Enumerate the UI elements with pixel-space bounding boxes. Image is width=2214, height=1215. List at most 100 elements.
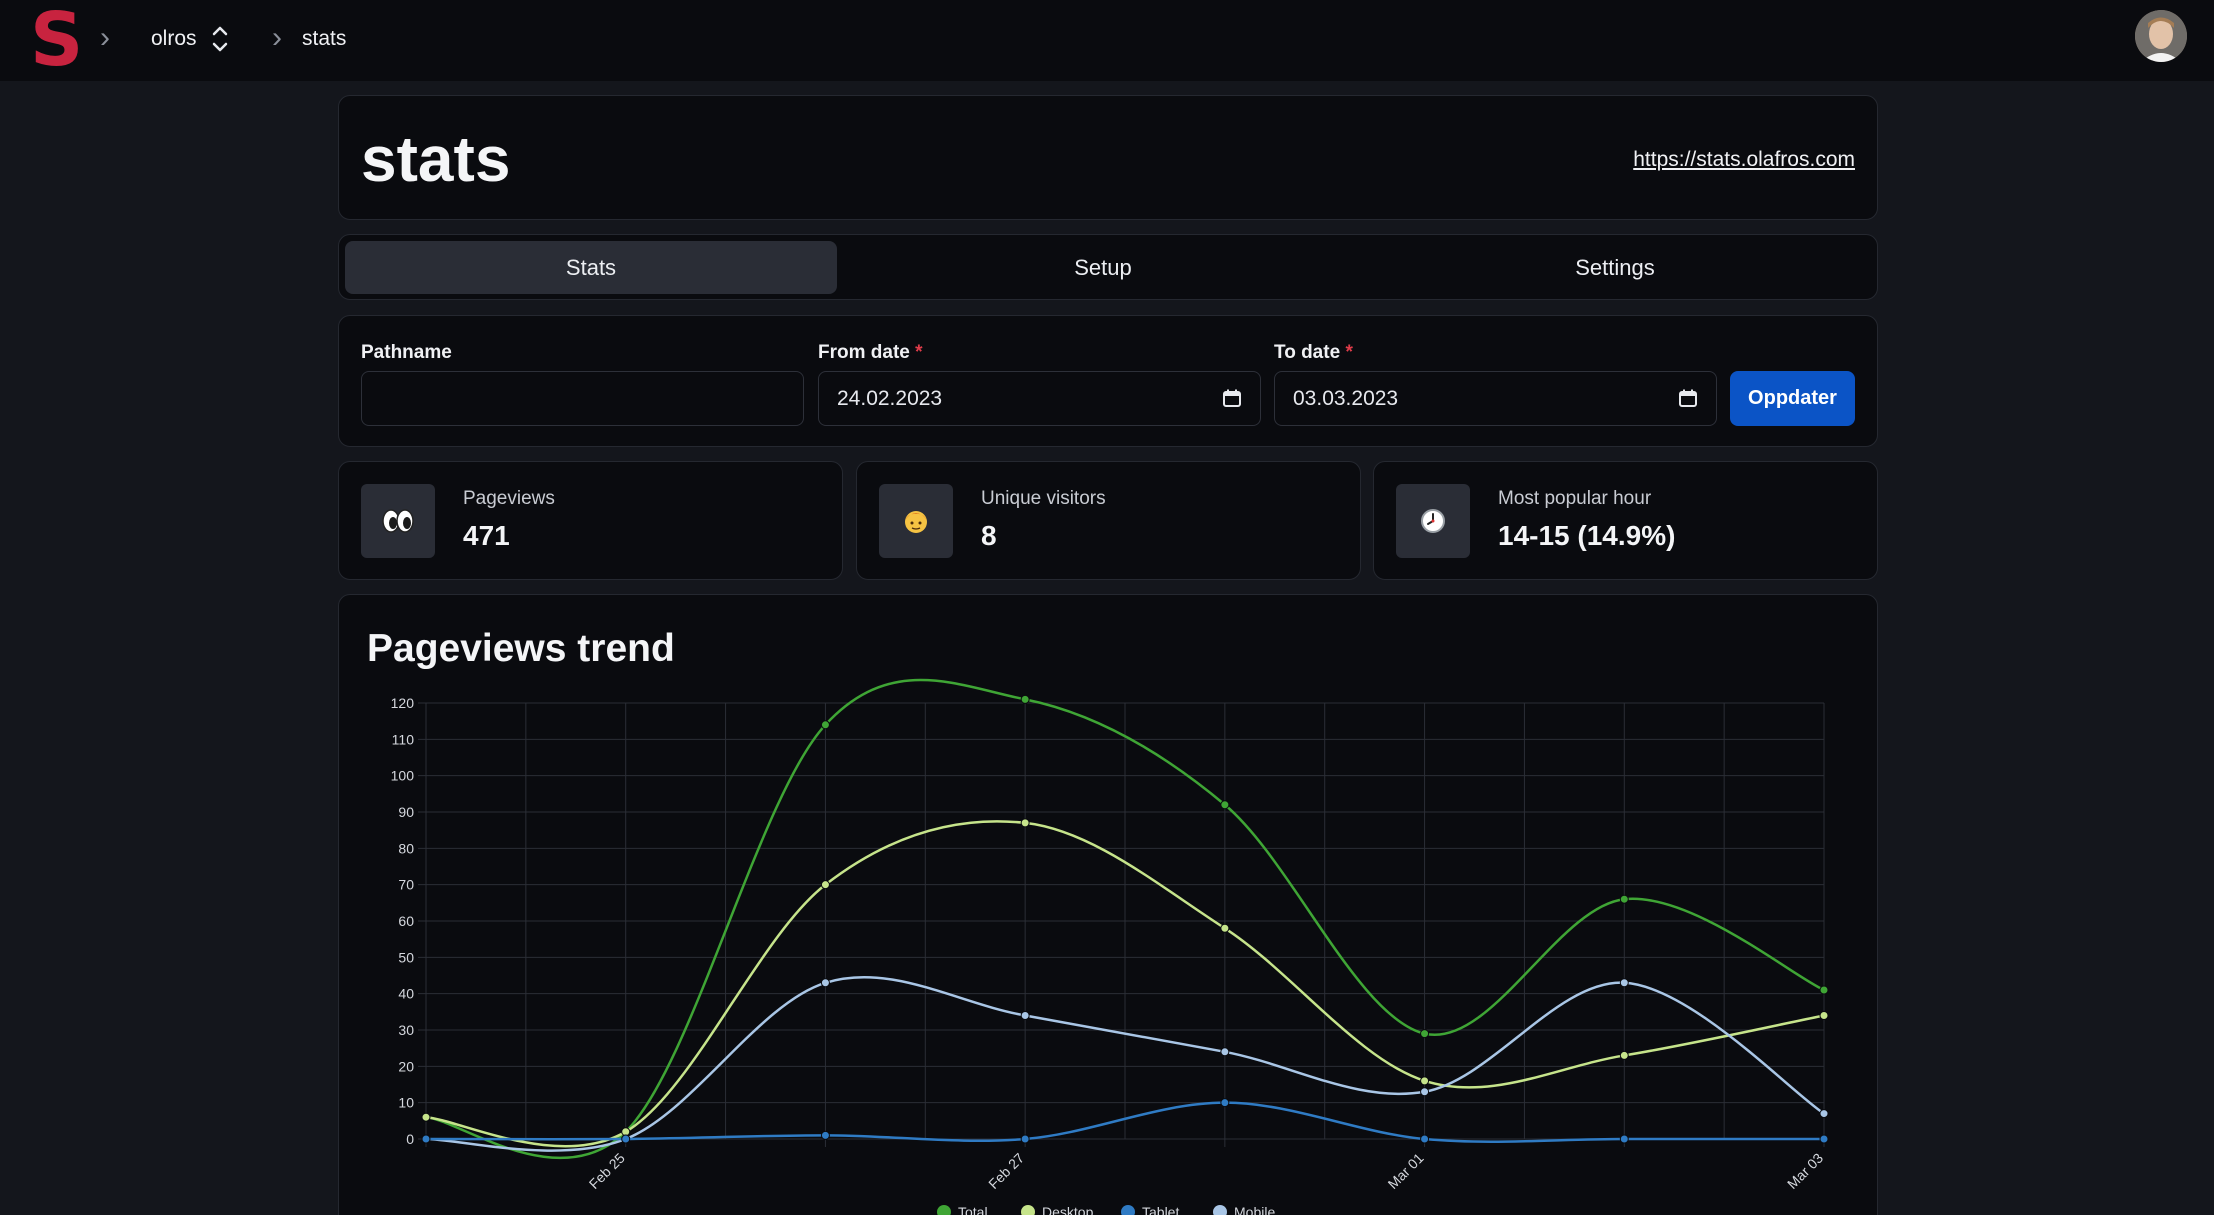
y-tick-label: 50 xyxy=(398,949,414,965)
y-tick-label: 100 xyxy=(391,768,415,784)
pathname-label: Pathname xyxy=(361,342,452,363)
clock-icon xyxy=(1396,484,1470,558)
calendar-icon[interactable] xyxy=(1678,388,1698,408)
y-tick-label: 60 xyxy=(398,913,414,929)
legend-swatch xyxy=(1121,1205,1135,1215)
y-tick-label: 70 xyxy=(398,877,414,893)
pathname-input[interactable] xyxy=(361,371,804,426)
data-point-mobile xyxy=(1220,1047,1230,1057)
data-point-tablet xyxy=(421,1134,431,1144)
legend-swatch xyxy=(937,1205,951,1215)
stat-value: 14-15 (14.9%) xyxy=(1498,520,1676,551)
site-url-link[interactable]: https://stats.olafros.com xyxy=(1633,148,1855,171)
data-point-mobile xyxy=(1619,978,1629,988)
chart-title: Pageviews trend xyxy=(367,627,675,670)
calendar-icon[interactable] xyxy=(1222,388,1242,408)
breadcrumb-separator-icon: › xyxy=(272,21,282,54)
y-tick-label: 80 xyxy=(398,840,414,856)
breadcrumb-workspace[interactable]: olros xyxy=(151,27,197,50)
stat-card-pageviews: Pageviews 471 xyxy=(338,461,843,580)
tabs-bar: Stats Setup Settings xyxy=(338,234,1878,300)
stat-card-popular-hour: Most popular hour 14-15 (14.9%) xyxy=(1373,461,1878,580)
series-line-total xyxy=(425,678,1825,1160)
series-line-mobile xyxy=(425,975,1825,1152)
data-point-mobile xyxy=(1020,1010,1030,1020)
person-icon xyxy=(879,484,953,558)
user-avatar-icon xyxy=(2135,10,2187,62)
data-point-total xyxy=(1619,894,1629,904)
required-mark: * xyxy=(1345,342,1353,363)
y-tick-label: 120 xyxy=(391,695,415,711)
x-tick-label: Feb 25 xyxy=(586,1150,628,1192)
data-point-desktop xyxy=(1819,1010,1829,1020)
app-logo[interactable]: S xyxy=(30,0,84,83)
x-tick-label: Feb 27 xyxy=(985,1150,1027,1192)
data-point-total xyxy=(1819,985,1829,995)
data-point-total xyxy=(1220,800,1230,810)
y-tick-label: 40 xyxy=(398,986,414,1002)
data-point-total xyxy=(1020,694,1030,704)
legend-label: Mobile xyxy=(1234,1204,1275,1215)
breadcrumb-separator-icon: › xyxy=(100,21,110,54)
legend-swatch xyxy=(1213,1205,1227,1215)
data-point-mobile xyxy=(1819,1109,1829,1119)
tab-stats[interactable]: Stats xyxy=(345,241,837,294)
breadcrumb-project[interactable]: stats xyxy=(302,27,347,50)
y-tick-label: 20 xyxy=(398,1058,414,1074)
from-date-value: 24.02.2023 xyxy=(837,387,943,410)
data-point-desktop xyxy=(421,1112,431,1122)
y-tick-label: 110 xyxy=(392,731,415,747)
data-point-tablet xyxy=(1819,1134,1829,1144)
legend-label: Desktop xyxy=(1042,1204,1094,1215)
update-button[interactable]: Oppdater xyxy=(1730,371,1855,426)
data-point-desktop xyxy=(1619,1050,1629,1060)
data-point-mobile xyxy=(820,978,830,988)
from-date-input[interactable]: 24.02.2023 xyxy=(818,371,1261,426)
pageviews-trend-chart: 0 10 20 30 40 50 60 70 80 90 100 110 120 Feb 25 Feb 27… xyxy=(391,678,1829,1215)
project-header-card: stats https://stats.olafros.com xyxy=(338,95,1878,220)
x-tick-label: Mar 03 xyxy=(1784,1150,1826,1192)
stat-label: Pageviews xyxy=(463,488,555,509)
series-line-desktop xyxy=(425,820,1825,1148)
required-mark: * xyxy=(915,342,923,363)
to-date-input[interactable]: 03.03.2023 xyxy=(1274,371,1717,426)
tab-settings[interactable]: Settings xyxy=(1575,255,1655,280)
filters-card: Pathname From date * 24.02.2023 To date … xyxy=(338,315,1878,447)
x-tick-label: Mar 01 xyxy=(1385,1150,1427,1192)
stat-label: Most popular hour xyxy=(1498,488,1652,509)
y-tick-label: 30 xyxy=(398,1022,414,1038)
data-point-tablet xyxy=(1020,1134,1030,1144)
page-title: stats xyxy=(361,123,511,195)
to-date-value: 03.03.2023 xyxy=(1293,387,1399,410)
avatar[interactable] xyxy=(2135,10,2187,62)
series-line-tablet xyxy=(425,1101,1824,1143)
data-point-tablet xyxy=(820,1130,830,1140)
y-tick-label: 90 xyxy=(398,804,414,820)
legend-swatch xyxy=(1021,1205,1035,1215)
data-point-tablet xyxy=(1220,1098,1230,1108)
data-point-desktop xyxy=(1020,818,1030,828)
data-point-tablet xyxy=(1619,1134,1629,1144)
eyes-icon xyxy=(361,484,435,558)
data-point-tablet xyxy=(1420,1134,1430,1144)
data-point-desktop xyxy=(820,880,830,890)
data-point-mobile xyxy=(1420,1087,1430,1097)
chevron-up-down-icon[interactable] xyxy=(210,22,230,56)
legend-label: Total xyxy=(958,1204,988,1215)
data-point-total xyxy=(1420,1029,1430,1039)
to-date-label: To date * xyxy=(1274,342,1353,363)
stat-value: 471 xyxy=(463,520,510,551)
y-tick-label: 0 xyxy=(406,1131,414,1147)
top-bar: S › olros › stats xyxy=(0,0,2214,81)
pageviews-trend-card: Pageviews trend 0 10 20 30 40 50 60 70 80 90 100 11… xyxy=(338,594,1878,1215)
data-point-desktop xyxy=(1220,923,1230,933)
data-point-tablet xyxy=(621,1134,631,1144)
stat-card-unique-visitors: Unique visitors 8 xyxy=(856,461,1361,580)
from-date-label: From date * xyxy=(818,342,923,363)
stat-value: 8 xyxy=(981,520,997,551)
stat-label: Unique visitors xyxy=(981,488,1106,509)
tab-setup[interactable]: Setup xyxy=(1074,255,1132,280)
legend-label: Tablet xyxy=(1142,1204,1179,1215)
y-tick-label: 10 xyxy=(398,1095,414,1111)
data-point-total xyxy=(820,720,830,730)
